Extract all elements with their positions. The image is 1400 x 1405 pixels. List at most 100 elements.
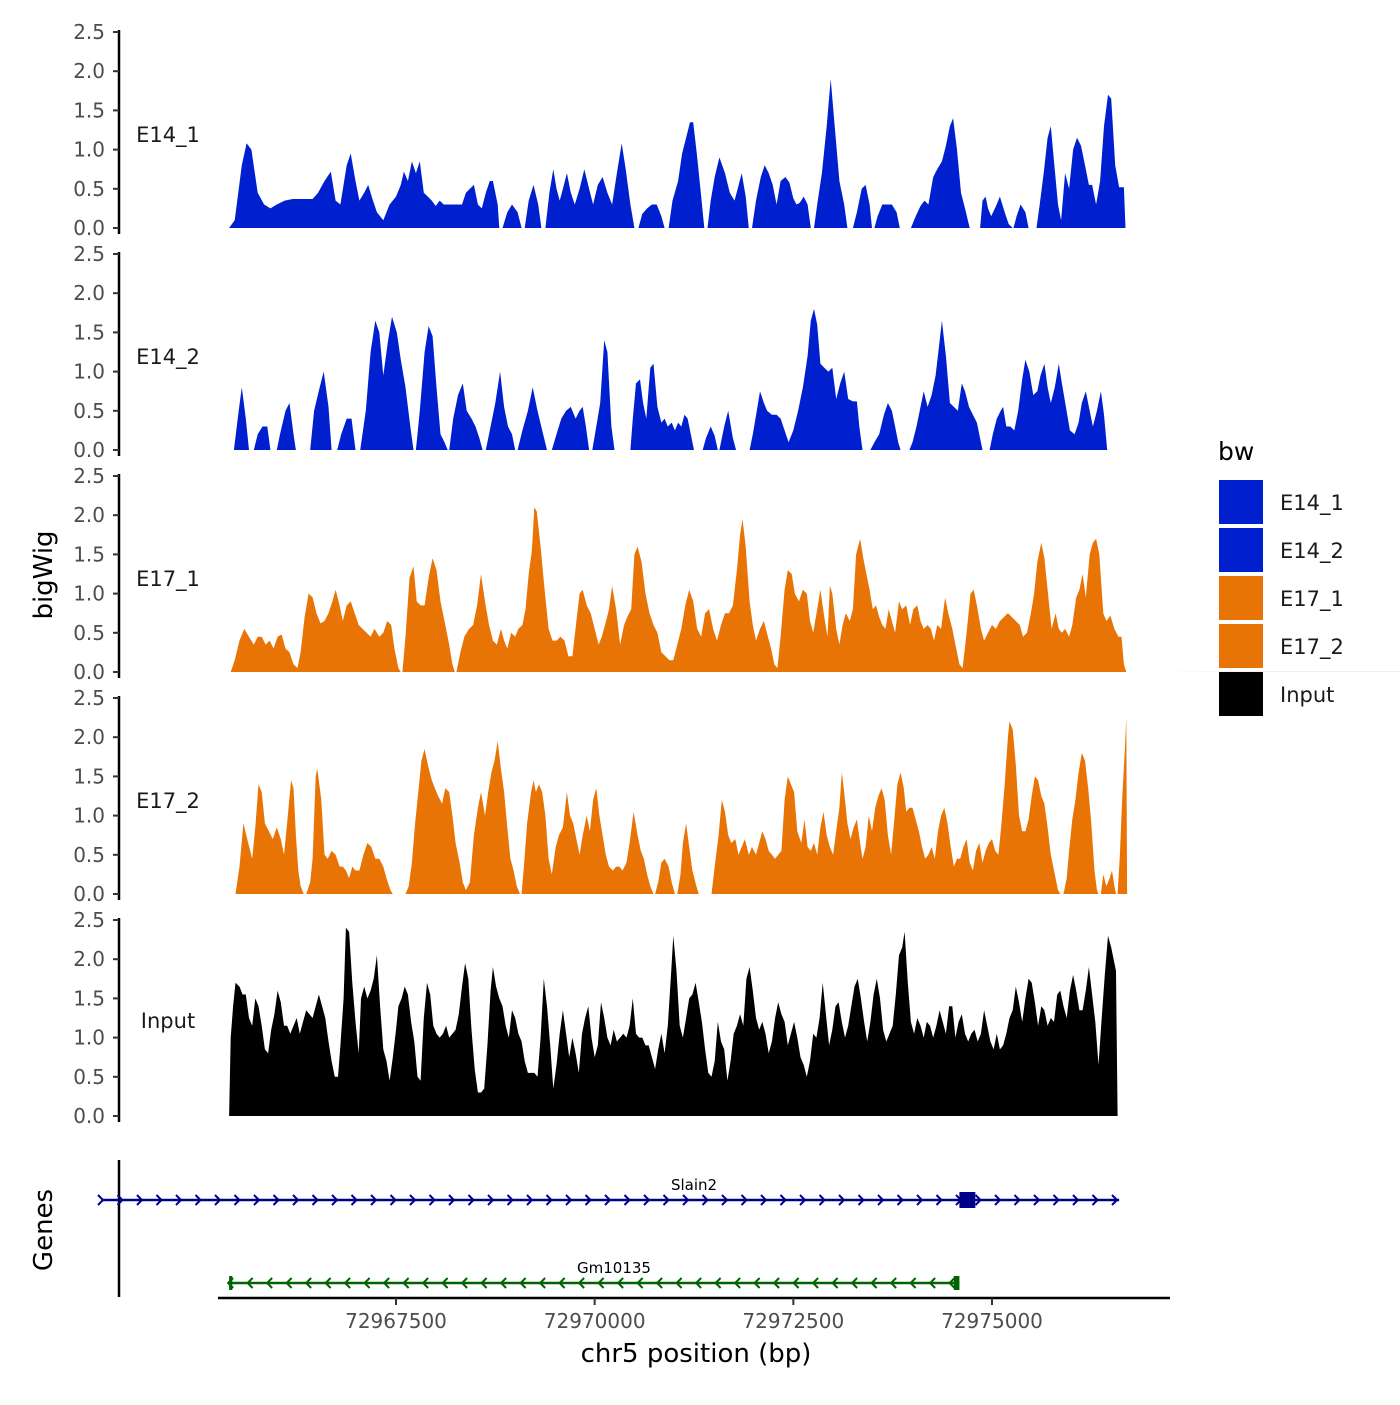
- strand-chevron: [175, 1194, 183, 1206]
- strand-chevron: [253, 1194, 261, 1206]
- strand-chevron: [441, 1277, 449, 1289]
- strand-chevron: [526, 1194, 534, 1206]
- strand-chevron: [214, 1194, 222, 1206]
- track-input: 0.0 0.5 1.0 1.5 2.0 2.5 Input: [73, 908, 1118, 1128]
- legend-item: E17_2: [1219, 624, 1344, 668]
- gene-exon: [229, 1276, 233, 1290]
- y-tick-label: 0.5: [73, 177, 105, 201]
- y-tick-label: 2.5: [73, 686, 105, 710]
- track-e17-2: 0.0 0.5 1.0 1.5 2.0 2.5 E17_2: [73, 686, 1128, 906]
- strand-chevron: [499, 1277, 507, 1289]
- strand-chevron: [519, 1277, 527, 1289]
- strand-chevron: [779, 1194, 787, 1206]
- strand-chevron: [694, 1277, 702, 1289]
- legend-label: E14_2: [1280, 539, 1344, 564]
- y-tick-label: 2.5: [73, 242, 105, 266]
- strand-chevron: [623, 1194, 631, 1206]
- y-axis-title: bigWig: [29, 530, 59, 619]
- y-tick-label: 0.0: [73, 882, 105, 906]
- y-tick-label: 0.5: [73, 399, 105, 423]
- strand-chevron: [97, 1194, 105, 1206]
- x-axis-title: chr5 position (bp): [581, 1339, 812, 1369]
- y-tick-label: 1.5: [73, 986, 105, 1010]
- y-tick-label: 0.0: [73, 216, 105, 240]
- y-tick-label: 1.0: [73, 1026, 105, 1050]
- strand-chevron: [292, 1194, 300, 1206]
- strand-chevron: [857, 1194, 865, 1206]
- strand-chevron: [928, 1277, 936, 1289]
- gene-gm10135: Gm10135: [226, 1259, 960, 1290]
- legend-swatch: [1219, 672, 1263, 716]
- strand-chevron: [799, 1194, 807, 1206]
- strand-chevron: [285, 1277, 293, 1289]
- y-tick-label: 0.0: [73, 660, 105, 684]
- strand-chevron: [909, 1277, 917, 1289]
- strand-chevron: [233, 1194, 241, 1206]
- strand-chevron: [402, 1277, 410, 1289]
- y-tick-label: 1.0: [73, 360, 105, 384]
- coverage-area-e14_2: [233, 308, 1108, 450]
- strand-chevron: [467, 1194, 475, 1206]
- y-tick-label: 1.0: [73, 582, 105, 606]
- strand-chevron: [994, 1194, 1002, 1206]
- strand-chevron: [643, 1194, 651, 1206]
- gene-label: Gm10135: [577, 1259, 651, 1277]
- strand-chevron: [772, 1277, 780, 1289]
- legend-label: E17_1: [1280, 587, 1344, 612]
- legend-swatch: [1219, 624, 1263, 668]
- strand-chevron: [311, 1194, 319, 1206]
- strand-chevron: [272, 1194, 280, 1206]
- y-tick-label: 2.0: [73, 59, 105, 83]
- gene-exon: [959, 1192, 976, 1208]
- strand-chevron: [831, 1277, 839, 1289]
- y-tick-label: 2.5: [73, 908, 105, 932]
- strand-chevron: [1072, 1194, 1080, 1206]
- track-e14-2: 0.0 0.5 1.0 1.5 2.0 2.5 E14_2: [73, 242, 1108, 462]
- strand-chevron: [577, 1277, 585, 1289]
- strand-chevron: [194, 1194, 202, 1206]
- y-tick-label: 2.0: [73, 281, 105, 305]
- y-tick-label: 2.0: [73, 503, 105, 527]
- strand-chevron: [460, 1277, 468, 1289]
- y-tick-label: 1.5: [73, 764, 105, 788]
- strand-chevron: [506, 1194, 514, 1206]
- strand-chevron: [604, 1194, 612, 1206]
- y-tick-label: 2.5: [73, 464, 105, 488]
- legend-title: bw: [1218, 437, 1254, 466]
- gene-label: Slain2: [671, 1176, 717, 1194]
- y-tick-label: 1.5: [73, 98, 105, 122]
- strand-chevron: [877, 1194, 885, 1206]
- gene-slain2: Slain2: [97, 1176, 1120, 1208]
- strand-chevron: [682, 1194, 690, 1206]
- coverage-tracks: 0.0 0.5 1.0 1.5 2.0 2.5 E14_1 0.0 0.5 1.0 1.5 2.0 2.…: [73, 20, 1400, 1128]
- track-label: E17_2: [136, 789, 200, 814]
- y-tick-label: 0.5: [73, 621, 105, 645]
- strand-chevron: [655, 1277, 663, 1289]
- strand-chevron: [838, 1194, 846, 1206]
- x-tick-label: 72970000: [544, 1309, 646, 1333]
- strand-chevron: [370, 1194, 378, 1206]
- y-tick-label: 0.0: [73, 1104, 105, 1128]
- strand-chevron: [409, 1194, 417, 1206]
- legend-item: E14_1: [1219, 480, 1344, 524]
- strand-chevron: [487, 1194, 495, 1206]
- track-label: Input: [141, 1009, 195, 1033]
- legend-label: Input: [1280, 683, 1334, 707]
- track-label: E14_2: [136, 345, 200, 370]
- strand-chevron: [811, 1277, 819, 1289]
- strand-chevron: [701, 1194, 709, 1206]
- strand-chevron: [480, 1277, 488, 1289]
- strand-chevron: [545, 1194, 553, 1206]
- strand-chevron: [916, 1194, 924, 1206]
- track-e17-1: 0.0 0.5 1.0 1.5 2.0 2.5 E17_1: [73, 464, 1400, 684]
- legend-swatch: [1219, 576, 1263, 620]
- strand-chevron: [1033, 1194, 1041, 1206]
- y-tick-label: 2.5: [73, 20, 105, 44]
- strand-chevron: [889, 1277, 897, 1289]
- strand-chevron: [584, 1194, 592, 1206]
- strand-chevron: [1052, 1194, 1060, 1206]
- strand-chevron: [721, 1194, 729, 1206]
- coverage-area-e14_1: [229, 79, 1126, 228]
- legend: bw E14_1 E14_2 E17_1 E17_2 Input: [1218, 437, 1344, 716]
- y-tick-label: 0.5: [73, 843, 105, 867]
